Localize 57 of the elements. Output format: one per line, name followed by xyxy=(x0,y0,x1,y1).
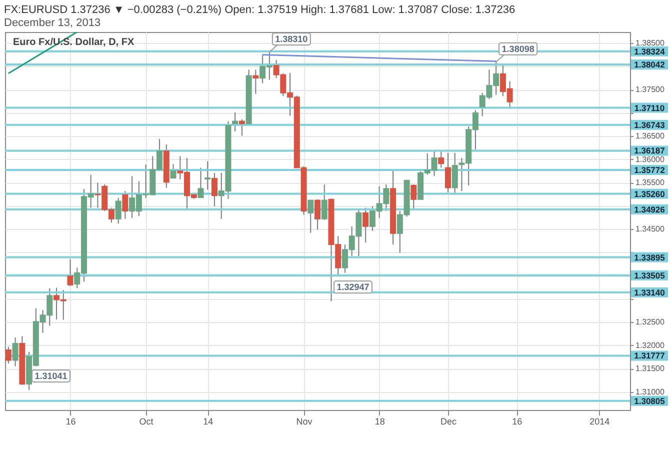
y-tick-label: 1.36000 xyxy=(636,154,665,164)
candlestick xyxy=(410,184,417,210)
x-tick-label: Nov xyxy=(296,416,313,426)
candlestick xyxy=(198,167,204,198)
candlestick xyxy=(438,150,444,168)
ref-line-label: 1.35772 xyxy=(634,164,666,175)
y-tick-label: 1.38500 xyxy=(636,38,665,48)
candlestick xyxy=(12,336,18,367)
ref-line-label: 1.34926 xyxy=(634,204,666,214)
chart-subtitle: December 13, 2013 xyxy=(4,17,101,29)
candlestick xyxy=(362,207,369,244)
ref-line-label: 1.35260 xyxy=(634,188,666,199)
y-tick-label: 1.31500 xyxy=(636,364,665,374)
ref-line-label: 1.33895 xyxy=(634,252,666,262)
y-tick-label: 1.36500 xyxy=(636,132,665,141)
candlestick xyxy=(204,160,211,190)
candlestick xyxy=(252,69,259,94)
candlestick xyxy=(232,112,238,132)
candlestick xyxy=(211,172,218,207)
candlestick xyxy=(122,190,128,220)
x-tick-label: Oct xyxy=(139,416,154,426)
candlestick xyxy=(5,346,12,364)
candlestick xyxy=(308,199,314,234)
candlestick xyxy=(444,152,451,193)
ref-line-label: 1.36743 xyxy=(634,120,666,130)
x-tick-label: 16 xyxy=(66,416,76,426)
ref-line-label: 1.31777 xyxy=(634,350,666,361)
x-tick-label: 16 xyxy=(512,416,522,426)
y-tick-label: 1.35500 xyxy=(636,178,665,188)
x-tick-label: Dec xyxy=(440,416,457,426)
x-tick-label: 2014 xyxy=(590,416,610,426)
annotation: 1.38310 xyxy=(275,34,308,44)
annotation: 1.31041 xyxy=(34,371,68,381)
candlestick xyxy=(67,258,74,286)
ref-line-label: 1.30805 xyxy=(634,396,666,406)
annotation: 1.38098 xyxy=(502,44,534,54)
ref-line-label: 1.36187 xyxy=(634,146,666,156)
candlestick xyxy=(321,184,328,220)
candlestick xyxy=(452,152,458,196)
ref-line-label: 1.38042 xyxy=(634,59,666,70)
ref-line-label: 1.37110 xyxy=(634,102,665,113)
x-tick-label: 18 xyxy=(374,416,385,426)
candlestick xyxy=(115,197,122,224)
x-tick-label: 14 xyxy=(203,416,214,426)
chart-title: FX:EURUSD 1.37236 ▼ −0.00283 (−0.21%) Open: 1.37519 High: 1.37681 Low: 1.37087 Close: 1.37236 xyxy=(4,4,516,16)
candlestick xyxy=(238,118,245,136)
y-tick-label: 1.31000 xyxy=(636,387,665,396)
ref-line-label: 1.38324 xyxy=(634,46,666,56)
ref-line-label: 1.33505 xyxy=(634,270,666,280)
candlestick xyxy=(170,164,176,178)
annotation: 1.32947 xyxy=(336,282,370,292)
y-tick-label: 1.32500 xyxy=(636,318,665,327)
y-tick-label: 1.32000 xyxy=(636,340,665,350)
candlestick xyxy=(314,198,320,230)
ref-line-label: 1.33140 xyxy=(634,287,666,298)
y-tick-label: 1.37500 xyxy=(636,85,665,94)
y-tick-label: 1.34500 xyxy=(636,224,665,234)
